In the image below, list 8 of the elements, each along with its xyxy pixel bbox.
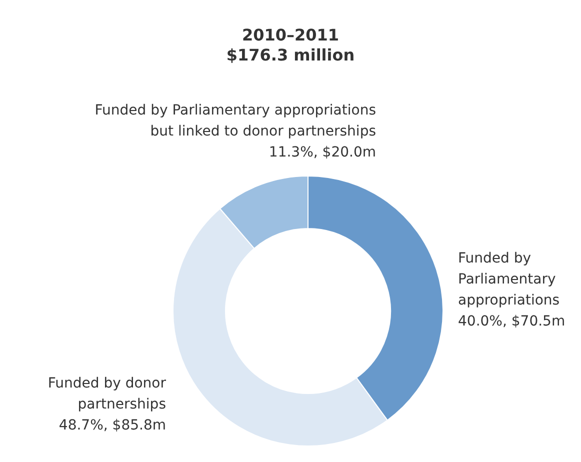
slice-label: Funded by Parliamentary appropriations but linked to donor partnerships <box>94 102 376 140</box>
data-label: 40.0%, $70.5m <box>458 314 566 330</box>
chart-title: 2010–2011 <box>242 26 340 44</box>
data-label: 11.3%, $20.0m <box>268 144 376 160</box>
slice-label: Funded by Parliamentary appropriations <box>458 250 560 308</box>
data-label: 48.7%, $85.8m <box>58 418 166 434</box>
slice-label: Funded by donor partnerships <box>48 376 166 412</box>
chart-subtitle: $176.3 million <box>226 46 355 64</box>
